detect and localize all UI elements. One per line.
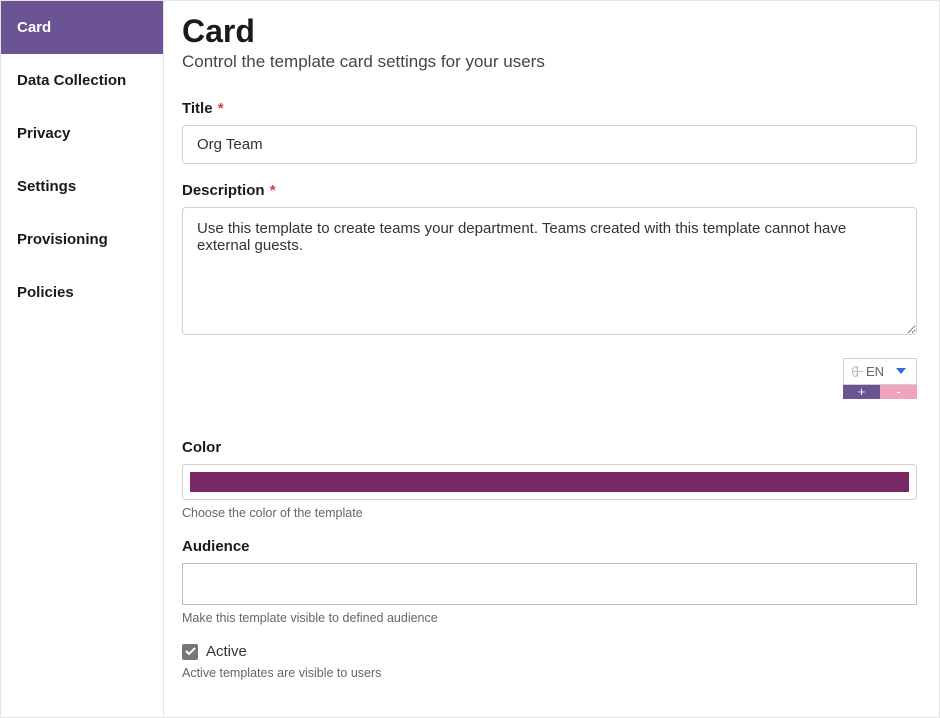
check-icon [185, 647, 196, 656]
description-label-text: Description [182, 182, 265, 199]
language-box: EN + - [843, 358, 917, 399]
color-label: Color [182, 439, 917, 456]
language-select[interactable]: EN [843, 358, 917, 385]
title-label-text: Title [182, 100, 213, 117]
active-checkbox[interactable] [182, 644, 198, 660]
active-help: Active templates are visible to users [182, 666, 917, 680]
title-label: Title * [182, 100, 917, 117]
page-title: Card [182, 13, 917, 50]
sidebar-item-data-collection[interactable]: Data Collection [1, 54, 163, 107]
field-title: Title * [182, 100, 917, 164]
field-active: Active Active templates are visible to u… [182, 643, 917, 680]
language-add-button[interactable]: + [843, 385, 880, 399]
description-label: Description * [182, 182, 917, 199]
globe-icon [852, 366, 858, 377]
language-buttons: + - [843, 385, 917, 399]
language-code: EN [866, 364, 884, 379]
required-mark: * [270, 182, 276, 199]
active-checkbox-row: Active [182, 643, 917, 660]
language-remove-button[interactable]: - [880, 385, 917, 399]
page-subtitle: Control the template card settings for y… [182, 52, 917, 72]
field-description: Description * Use this template to creat… [182, 182, 917, 340]
main-content: Card Control the template card settings … [164, 1, 939, 717]
sidebar-item-privacy[interactable]: Privacy [1, 107, 163, 160]
language-row: EN + - [182, 358, 917, 399]
sidebar: Card Data Collection Privacy Settings Pr… [1, 1, 164, 717]
audience-help: Make this template visible to defined au… [182, 611, 917, 625]
color-swatch [190, 472, 909, 492]
field-audience: Audience Make this template visible to d… [182, 538, 917, 625]
sidebar-item-settings[interactable]: Settings [1, 160, 163, 213]
sidebar-item-card[interactable]: Card [1, 1, 163, 54]
sidebar-item-policies[interactable]: Policies [1, 266, 163, 319]
audience-label: Audience [182, 538, 917, 555]
active-label: Active [206, 643, 247, 660]
description-textarea[interactable]: Use this template to create teams your d… [182, 207, 917, 335]
color-help: Choose the color of the template [182, 506, 917, 520]
required-mark: * [218, 100, 224, 117]
title-input[interactable] [182, 125, 917, 164]
color-picker[interactable] [182, 464, 917, 500]
sidebar-item-provisioning[interactable]: Provisioning [1, 213, 163, 266]
chevron-down-icon [896, 368, 906, 375]
field-color: Color Choose the color of the template [182, 439, 917, 520]
audience-input[interactable] [182, 563, 917, 605]
